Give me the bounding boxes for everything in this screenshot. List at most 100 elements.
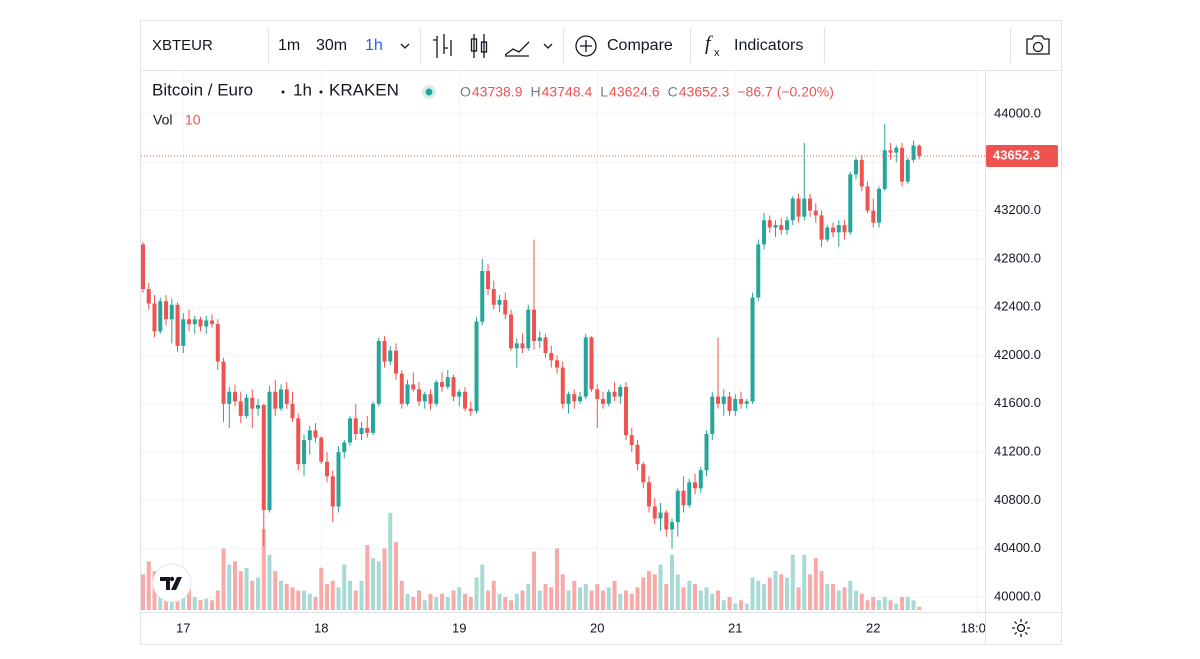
candle-body (744, 401, 749, 404)
y-tick-label: 40000.0 (994, 588, 1041, 603)
candle-body (175, 304, 180, 346)
candle-body (624, 386, 629, 436)
candle-body (434, 382, 439, 404)
style-dropdown[interactable] (543, 43, 553, 49)
volume-bar (325, 584, 330, 610)
volume-bar (583, 584, 588, 610)
candle-body (227, 391, 232, 404)
candle-body (652, 506, 657, 519)
toolbar: XBTEUR 1m 30m 1h Compare f x Indicators (141, 28, 1061, 71)
volume-bar (790, 554, 795, 610)
candle-body (198, 319, 203, 327)
candle-body (693, 482, 698, 489)
y-tick-label: 44000.0 (994, 105, 1041, 120)
volume-bar (848, 580, 853, 610)
volume-bar (526, 584, 531, 610)
candle-body (859, 159, 864, 187)
candle-body (215, 324, 220, 362)
volume-bar (842, 587, 847, 610)
candle-body (330, 476, 335, 507)
volume-bar (578, 587, 583, 610)
volume-bar (601, 590, 606, 610)
candle-body (342, 442, 347, 453)
volume-bar (917, 606, 922, 610)
volume-bar (836, 590, 841, 610)
candle-body (399, 373, 404, 404)
candle-body (658, 512, 663, 519)
volume-bar (549, 587, 554, 610)
snapshot-button[interactable] (1026, 35, 1050, 55)
candle-body (750, 297, 755, 402)
candle-body (629, 435, 634, 445)
candle-body (445, 377, 450, 387)
volume-bar (509, 600, 514, 610)
x-tick-label: 20 (590, 620, 604, 635)
symbol[interactable]: XBTEUR (152, 37, 213, 54)
candle-body (422, 394, 427, 402)
settings-button[interactable] (1012, 619, 1030, 637)
candle-body (790, 198, 795, 221)
interval-button[interactable]: 1h (365, 37, 383, 54)
volume-bar (670, 554, 675, 610)
candle-body (359, 427, 364, 435)
volume-bar (457, 587, 462, 610)
volume-bar (210, 600, 215, 610)
candle-body (238, 401, 243, 416)
volume-bar (796, 587, 801, 610)
interval-button[interactable]: 30m (316, 37, 347, 54)
candle-body (480, 270, 485, 322)
volume-bar (215, 590, 220, 610)
volume-bar (629, 593, 634, 610)
candle-body (831, 227, 836, 233)
volume-bar (572, 580, 577, 610)
volume-bar (411, 597, 416, 610)
candle-body (739, 398, 744, 404)
volume-bar (388, 512, 393, 610)
volume-bar (779, 574, 784, 610)
volume-bar (589, 590, 594, 610)
candle-body (394, 350, 399, 374)
logo[interactable] (152, 563, 192, 603)
candle-body (158, 301, 163, 332)
volume-bar (704, 587, 709, 610)
volume-bar (198, 600, 203, 610)
candle-body (261, 405, 266, 511)
candle-body (854, 159, 859, 175)
candle-body (762, 220, 767, 245)
y-tick-label: 40400.0 (994, 540, 1041, 555)
volume-bar (382, 548, 387, 610)
volume-bar (819, 571, 824, 610)
volume-bar (319, 567, 324, 610)
x-tick-label: 18 (314, 620, 328, 635)
candle-body (710, 396, 715, 435)
bar-style-button[interactable] (433, 34, 452, 58)
ohlc-key: C (668, 84, 678, 100)
x-tick-label: 18:00 (961, 620, 994, 635)
candle-body (181, 319, 186, 346)
volume-bar (468, 597, 473, 610)
ohlc-key: O (460, 84, 471, 100)
volume-bar (606, 587, 611, 610)
candle-body (371, 403, 376, 433)
volume-bar (739, 600, 744, 610)
candles (141, 123, 985, 549)
volume-bar (693, 584, 698, 610)
candle-body (486, 270, 491, 290)
candle-style-button[interactable] (470, 34, 488, 58)
candle-body (537, 337, 542, 342)
interval-button[interactable]: 1m (278, 37, 300, 54)
indicators-button[interactable]: f x Indicators (705, 33, 803, 59)
candle-body (647, 482, 652, 507)
volume-bar (566, 590, 571, 610)
area-style-button[interactable] (504, 41, 530, 57)
compare-button[interactable]: Compare (575, 35, 673, 57)
candle-body (250, 397, 255, 409)
interval-dropdown[interactable] (400, 43, 410, 49)
volume-bar (710, 593, 715, 610)
candle-body (900, 147, 905, 182)
fx-icon: f (705, 33, 713, 55)
candle-body (256, 405, 261, 409)
volume-bar (618, 593, 623, 610)
volume-bar (141, 574, 146, 610)
candle-body (233, 391, 238, 402)
